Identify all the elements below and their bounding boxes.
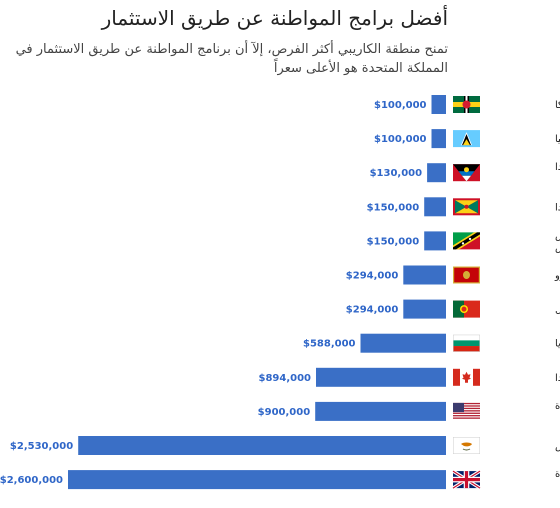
data-label: $588,000 bbox=[303, 339, 356, 350]
category-label: أنتيغوا وبربودا bbox=[555, 160, 560, 173]
bar bbox=[403, 299, 446, 319]
data-label: $294,000 bbox=[346, 305, 399, 316]
bar bbox=[403, 265, 446, 285]
bar bbox=[431, 95, 446, 114]
bar bbox=[316, 367, 446, 387]
chart-subtitle: تمنح منطقة الكاريبي أكثر الفرص، إلآ أن ب… bbox=[15, 42, 448, 76]
data-label: $150,000 bbox=[367, 236, 420, 247]
bulgaria-flag bbox=[453, 334, 480, 352]
data-label: $894,000 bbox=[258, 373, 311, 384]
category-label: قبرص bbox=[555, 441, 560, 452]
category-label: المملكة المتحدة bbox=[555, 469, 560, 480]
data-label: $2,600,000 bbox=[0, 475, 63, 486]
uk-flag bbox=[452, 469, 481, 490]
bar bbox=[427, 163, 446, 183]
bar bbox=[431, 129, 446, 149]
category-label: الولايات المتحدة bbox=[555, 401, 560, 412]
portugal-flag bbox=[453, 300, 480, 318]
saint-lucia-flag bbox=[453, 130, 480, 148]
data-label: $100,000 bbox=[374, 134, 427, 145]
bar bbox=[78, 436, 446, 455]
data-label: $900,000 bbox=[258, 407, 311, 418]
data-label: $150,000 bbox=[367, 202, 420, 213]
data-label: $2,530,000 bbox=[10, 441, 73, 452]
category-label: البرتغال bbox=[555, 305, 560, 316]
category-label: كندا bbox=[555, 373, 560, 384]
category-label: مونتينيغرو bbox=[554, 271, 560, 282]
bar bbox=[424, 197, 446, 217]
saint-kitts-nevis-flag bbox=[453, 232, 480, 250]
bar bbox=[315, 401, 446, 421]
dominica-flag bbox=[453, 96, 480, 113]
category-label: سانت لوسيا bbox=[555, 134, 560, 145]
canada-flag bbox=[453, 368, 480, 386]
bar bbox=[424, 231, 446, 251]
bar bbox=[68, 470, 446, 490]
cyprus-flag bbox=[453, 437, 480, 454]
chart-title: أفضل برامج المواطنة عن طريق الاستثمار bbox=[101, 6, 448, 30]
data-label: $294,000 bbox=[346, 271, 399, 282]
category-label: دومينيكا bbox=[555, 100, 560, 111]
category-label: غرينادا bbox=[555, 202, 560, 213]
category-label: بلغاريا bbox=[555, 339, 560, 350]
antigua-barbuda-flag bbox=[453, 164, 480, 182]
grenada-flag bbox=[453, 198, 480, 216]
data-label: $130,000 bbox=[370, 168, 423, 179]
usa-flag bbox=[453, 402, 480, 420]
category-label: سانت كيتسونيفيس bbox=[555, 230, 560, 253]
data-label: $100,000 bbox=[374, 100, 427, 111]
montenegro-flag bbox=[453, 266, 480, 284]
bar bbox=[360, 333, 446, 353]
